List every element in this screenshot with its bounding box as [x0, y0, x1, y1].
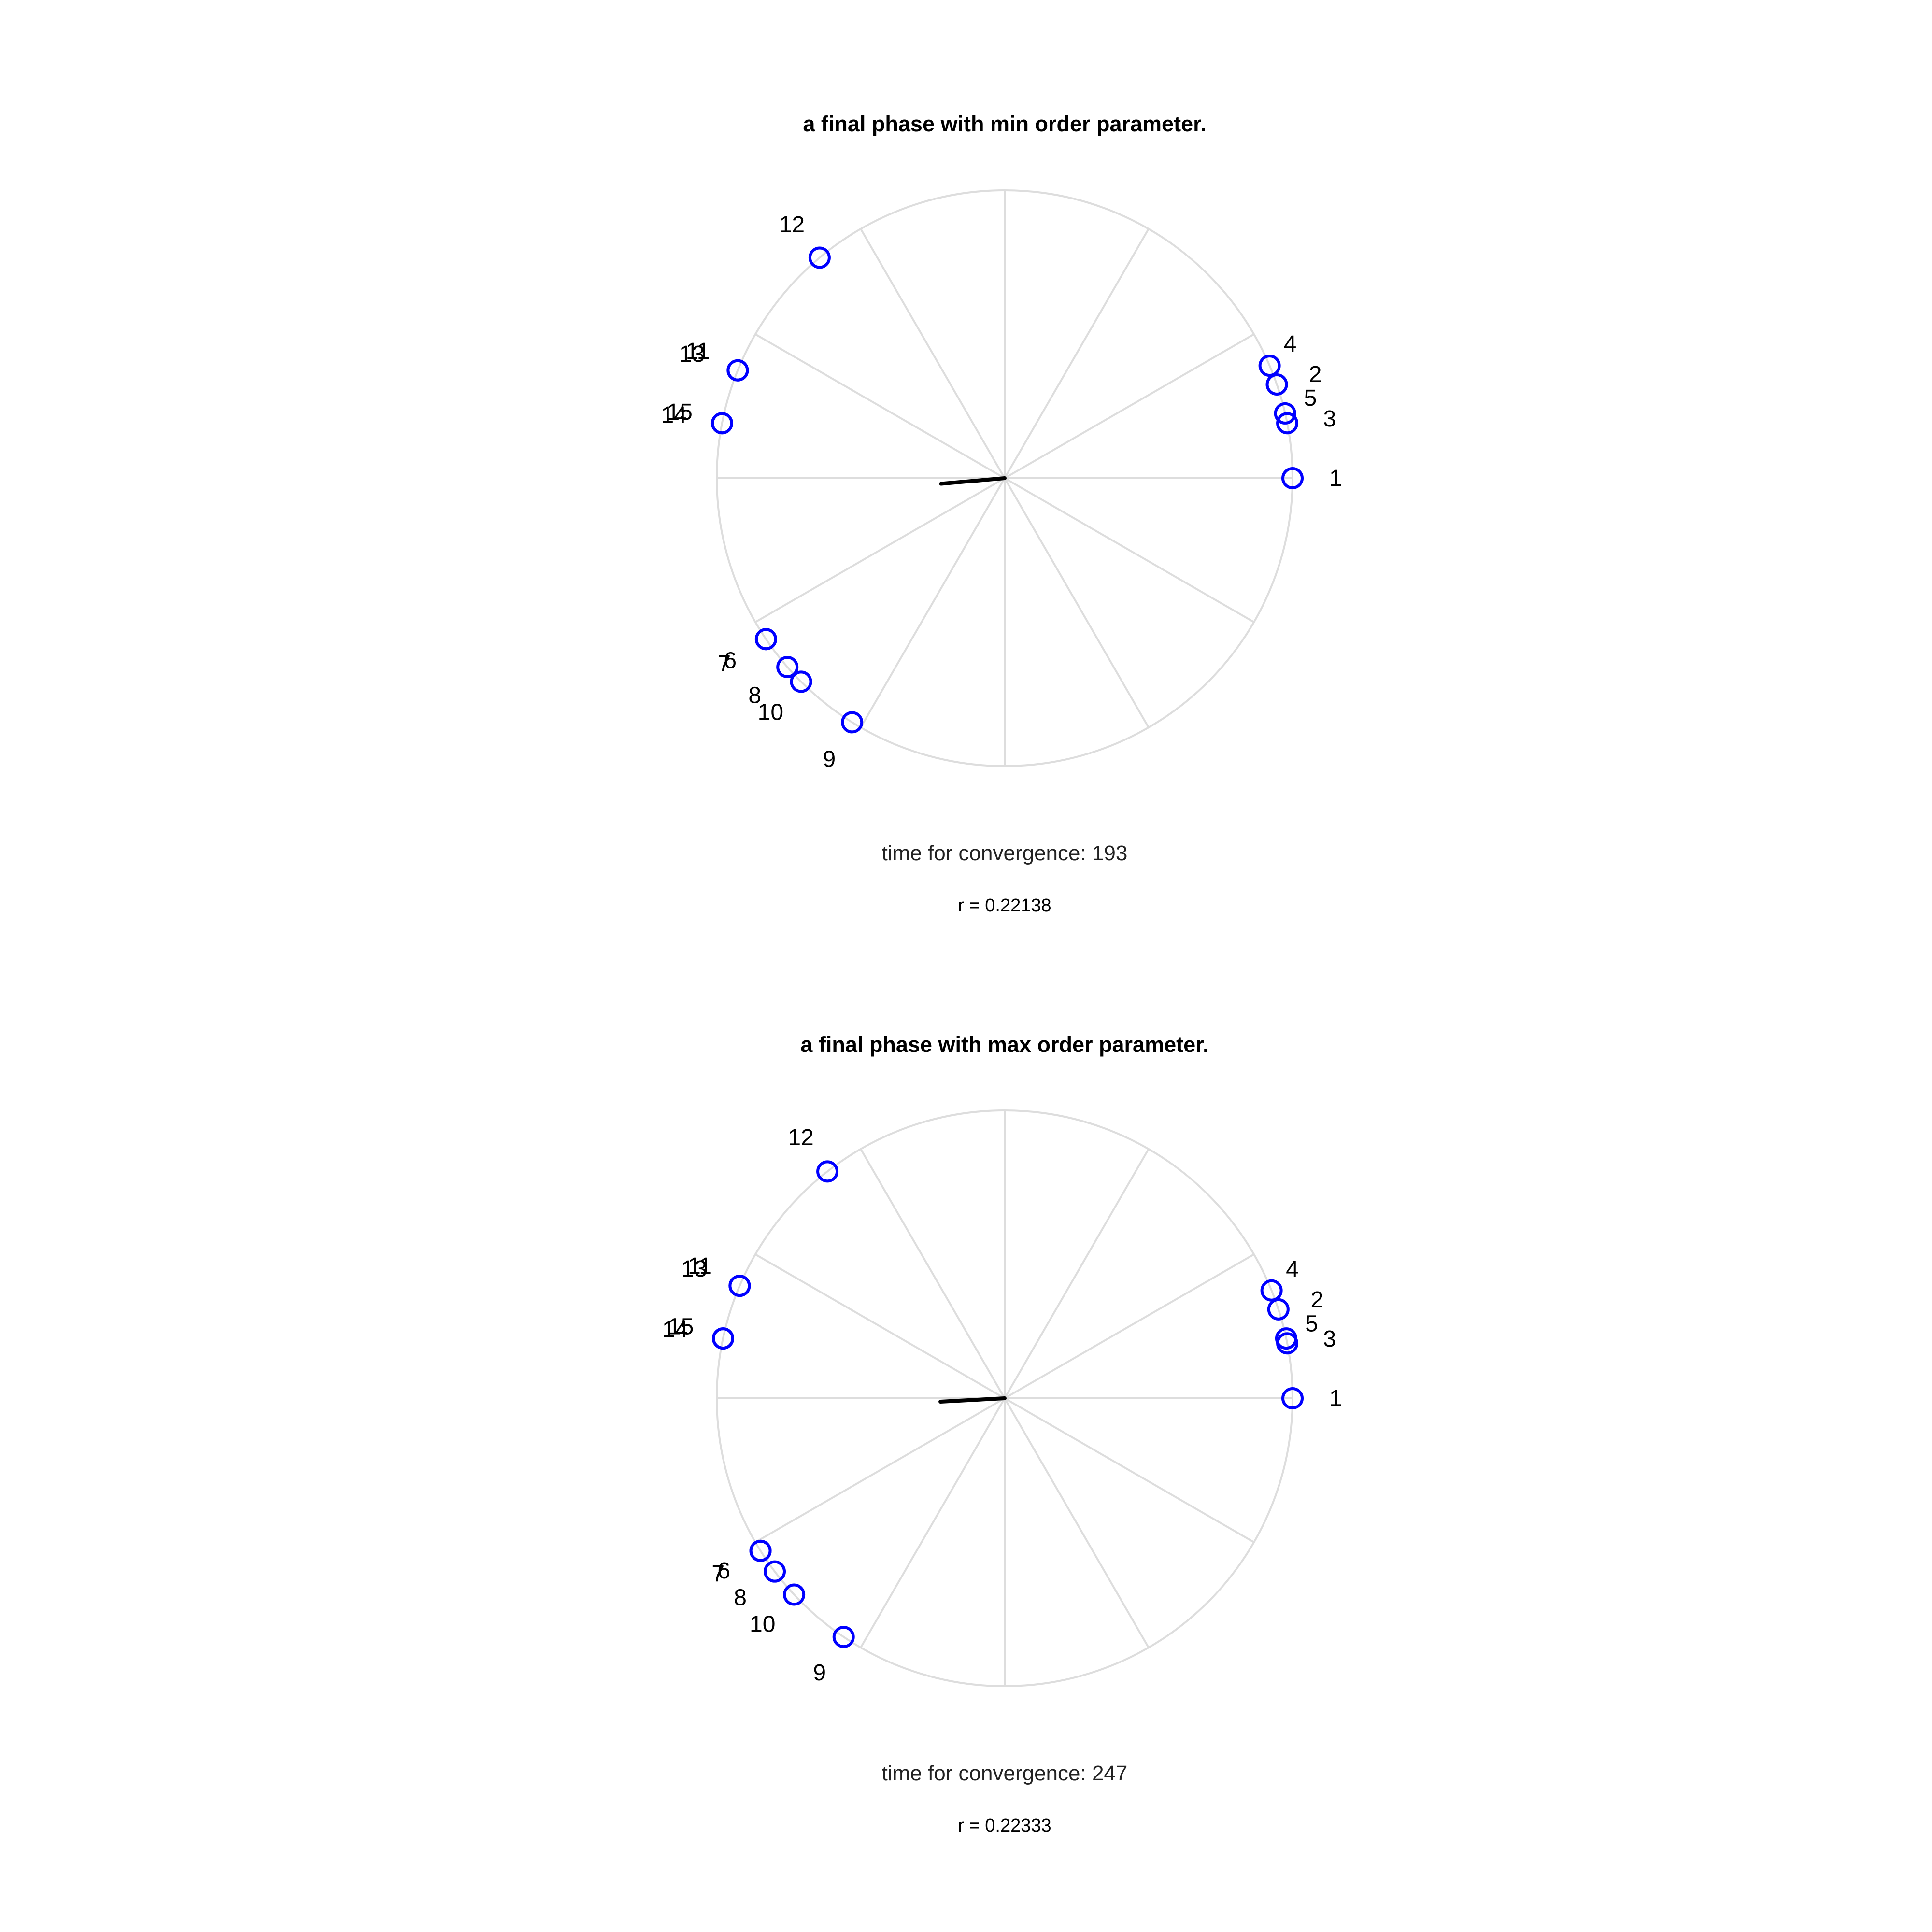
phase-point-label-2: 2 [1311, 1287, 1324, 1313]
polar-spoke-120 [860, 1148, 1006, 1399]
polar-spoke-30 [1004, 1253, 1255, 1399]
polar-panel-min: a final phase with min order parameter. 1… [661, 112, 1342, 916]
phase-point-label-14: 14 [662, 1317, 688, 1342]
polar-spoke-330 [1004, 1397, 1255, 1543]
phase-point-label-15: 15 [667, 399, 692, 425]
phase-point-label-9: 9 [823, 746, 836, 772]
phase-point-label-6: 6 [724, 648, 737, 673]
order-parameter-value: r = 0.22138 [958, 895, 1051, 916]
phase-point-label-12: 12 [788, 1125, 813, 1151]
polar-spoke-60 [1004, 1148, 1150, 1399]
phase-point-8 [764, 1560, 786, 1583]
phase-point-label-14: 14 [661, 402, 686, 428]
chart-title: a final phase with min order parameter. [803, 112, 1206, 136]
phase-point-13 [726, 359, 749, 382]
convergence-time: time for convergence: 247 [882, 1762, 1128, 1785]
phase-point-label-15: 15 [668, 1314, 694, 1339]
phase-point-label-11: 11 [686, 339, 710, 364]
phase-point-9 [832, 1626, 855, 1648]
phase-point-15 [710, 412, 733, 435]
polar-panel-max: a final phase with max order parameter. 1… [662, 1032, 1342, 1836]
phase-point-3 [1276, 412, 1299, 435]
phase-point-8 [776, 656, 799, 679]
polar-spoke-300 [1004, 477, 1150, 728]
phase-point-label-4: 4 [1286, 1257, 1299, 1282]
phase-point-label-3: 3 [1323, 406, 1336, 432]
polar-spoke-240 [860, 477, 1006, 728]
phase-point-label-13: 13 [681, 1256, 707, 1282]
polar-spoke-60 [1004, 228, 1150, 479]
order-parameter-vector [939, 476, 1007, 486]
phase-point-label-1: 1 [1329, 466, 1342, 491]
phase-point-1 [1281, 467, 1304, 489]
phase-point-label-8: 8 [734, 1585, 747, 1610]
phase-point-4 [1260, 1279, 1283, 1302]
phase-point-label-7: 7 [711, 1561, 724, 1587]
phase-point-1 [1281, 1387, 1304, 1409]
phase-point-label-5: 5 [1305, 1311, 1318, 1336]
phase-point-label-1: 1 [1329, 1386, 1342, 1411]
phase-point-label-3: 3 [1323, 1326, 1336, 1352]
phase-point-12 [808, 246, 831, 269]
phase-point-label-2: 2 [1309, 362, 1322, 387]
polar-spoke-240 [860, 1397, 1006, 1648]
convergence-time: time for convergence: 193 [882, 841, 1128, 865]
polar-spoke-330 [1004, 477, 1255, 623]
order-parameter-value: r = 0.22333 [958, 1816, 1051, 1836]
phase-point-2 [1265, 373, 1288, 396]
polar-spoke-210 [754, 1397, 1006, 1543]
chart-title: a final phase with max order parameter. [800, 1032, 1208, 1057]
phase-point-label-9: 9 [813, 1660, 826, 1686]
phase-point-label-4: 4 [1284, 331, 1297, 357]
polar-spoke-30 [1004, 333, 1255, 479]
phase-point-label-13: 13 [679, 341, 705, 367]
polar-spoke-300 [1004, 1397, 1150, 1648]
phase-point-13 [728, 1275, 751, 1297]
phase-point-2 [1267, 1298, 1290, 1321]
phase-point-5 [1274, 402, 1296, 425]
phase-point-10 [790, 670, 812, 693]
phase-point-label-10: 10 [758, 700, 783, 725]
phase-point-label-6: 6 [717, 1558, 730, 1584]
phase-point-7 [749, 1539, 772, 1562]
phase-point-9 [841, 711, 864, 734]
polar-spoke-210 [754, 477, 1006, 623]
polar-spoke-150 [754, 333, 1006, 479]
phase-point-label-11: 11 [688, 1253, 712, 1279]
order-parameter-vector [938, 1396, 1007, 1404]
phase-point-5 [1275, 1327, 1297, 1350]
phase-point-4 [1258, 355, 1281, 377]
polar-spoke-120 [860, 228, 1006, 479]
phase-point-label-5: 5 [1304, 385, 1317, 411]
phase-point-15 [712, 1327, 735, 1350]
phase-point-label-8: 8 [748, 683, 761, 709]
phase-point-label-12: 12 [779, 212, 805, 238]
phase-point-label-7: 7 [718, 651, 731, 676]
phase-point-12 [816, 1160, 839, 1183]
polar-spoke-150 [754, 1253, 1006, 1399]
phase-point-7 [754, 628, 777, 651]
phase-point-label-10: 10 [750, 1611, 775, 1637]
phase-point-10 [783, 1583, 806, 1606]
